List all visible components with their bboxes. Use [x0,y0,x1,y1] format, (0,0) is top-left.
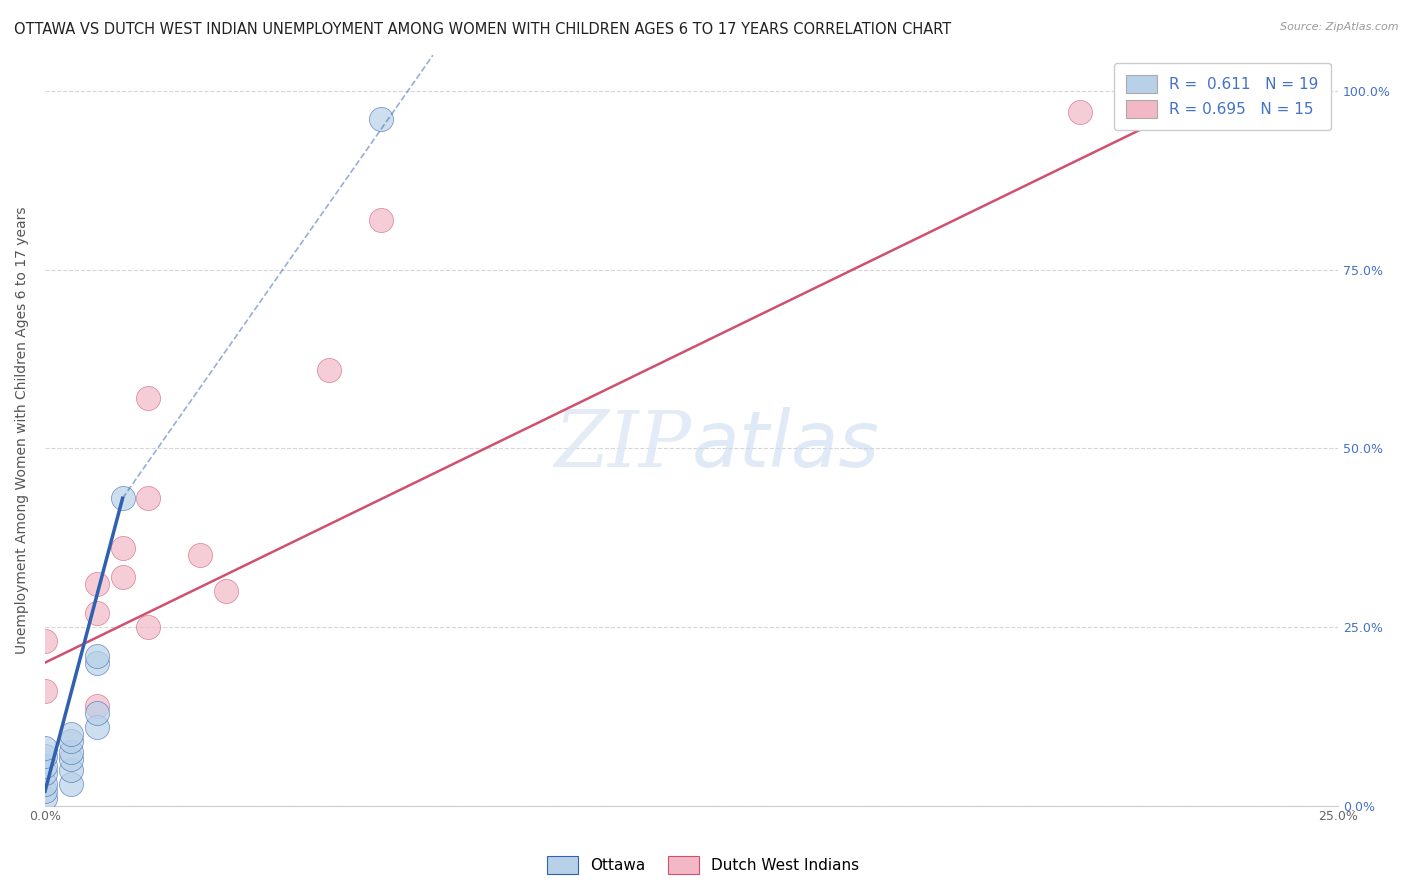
Point [111,491,134,506]
Point [59,777,82,791]
Point [370,112,392,127]
Point [34,784,56,798]
Point [34,741,56,756]
Point [34,766,56,780]
Text: ZIP: ZIP [554,408,692,483]
Point [138,620,160,634]
Legend: R =  0.611   N = 19, R = 0.695   N = 15: R = 0.611 N = 19, R = 0.695 N = 15 [1114,62,1330,130]
Point [138,491,160,506]
Point [59,745,82,759]
Text: OTTAWA VS DUTCH WEST INDIAN UNEMPLOYMENT AMONG WOMEN WITH CHILDREN AGES 6 TO 17 : OTTAWA VS DUTCH WEST INDIAN UNEMPLOYMENT… [14,22,952,37]
Point [111,570,134,584]
Point [86,606,108,620]
Point [1069,105,1091,120]
Point [86,706,108,720]
Text: Source: ZipAtlas.com: Source: ZipAtlas.com [1281,22,1399,32]
Point [34,634,56,648]
Point [34,777,56,791]
Point [59,734,82,748]
Point [86,648,108,663]
Point [370,212,392,227]
Point [86,720,108,734]
Text: atlas: atlas [692,408,880,483]
Point [138,391,160,405]
Point [188,549,211,563]
Point [86,577,108,591]
Point [59,752,82,766]
Point [111,541,134,556]
Legend: Ottawa, Dutch West Indians: Ottawa, Dutch West Indians [541,850,865,880]
Point [34,684,56,698]
Point [34,791,56,805]
Point [318,362,340,376]
Point [86,698,108,713]
Point [59,727,82,741]
Point [59,763,82,777]
Point [86,656,108,670]
Point [215,584,238,599]
Y-axis label: Unemployment Among Women with Children Ages 6 to 17 years: Unemployment Among Women with Children A… [15,207,30,654]
Point [34,759,56,773]
Point [34,748,56,763]
